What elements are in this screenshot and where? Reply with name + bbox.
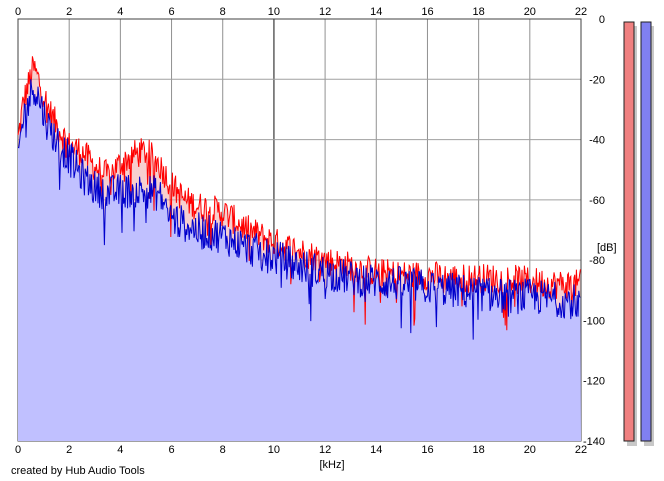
x-tick-label-top: 20 — [524, 6, 536, 18]
y-tick-label: -120 — [583, 376, 605, 388]
x-tick-label-top: 4 — [117, 6, 123, 18]
x-tick-label-bottom: 12 — [319, 444, 331, 456]
x-tick-label-top: 8 — [220, 6, 226, 18]
y-tick-label: 0 — [599, 14, 605, 26]
x-tick-label-top: 2 — [66, 6, 72, 18]
x-tick-label-bottom: 0 — [15, 444, 21, 456]
x-tick-label-top: 12 — [319, 6, 331, 18]
x-tick-label-bottom: 16 — [421, 444, 433, 456]
y-tick-label: -100 — [583, 315, 605, 327]
x-tick-label-bottom: 2 — [66, 444, 72, 456]
y-axis-label: [dB] — [597, 242, 617, 254]
y-tick-label: -60 — [589, 195, 605, 207]
y-tick-label: -80 — [589, 255, 605, 267]
x-tick-label-bottom: 22 — [575, 444, 587, 456]
x-tick-label-bottom: 20 — [524, 444, 536, 456]
x-tick-label-top: 22 — [575, 6, 587, 18]
credit-text: created by Hub Audio Tools — [11, 465, 145, 477]
y-axis: 0 -20 -40 -60 -80 -100 -120 -140 — [583, 14, 605, 448]
x-tick-label-top: 14 — [370, 6, 382, 18]
x-axis-top: 0 2 4 6 8 10 12 14 16 18 20 22 — [15, 6, 587, 18]
y-tick-label: -140 — [583, 436, 605, 448]
x-tick-label-top: 16 — [421, 6, 433, 18]
x-tick-label-bottom: 8 — [220, 444, 226, 456]
series-area-fill — [18, 79, 581, 441]
x-tick-label-bottom: 14 — [370, 444, 382, 456]
level-meter-bar — [640, 21, 652, 442]
x-tick-label-top: 18 — [473, 6, 485, 18]
x-tick-label-bottom: 4 — [117, 444, 123, 456]
x-tick-label-bottom: 6 — [168, 444, 174, 456]
y-tick-label: -40 — [589, 135, 605, 147]
x-tick-label-top: 0 — [15, 6, 21, 18]
x-tick-label-top: 10 — [268, 6, 280, 18]
x-axis-label: [kHz] — [319, 459, 344, 471]
x-tick-label-bottom: 18 — [473, 444, 485, 456]
level-meters — [623, 21, 654, 446]
x-tick-label-bottom: 10 — [268, 444, 280, 456]
level-meter-bar — [623, 21, 635, 442]
y-tick-label: -20 — [589, 74, 605, 86]
x-tick-label-top: 6 — [168, 6, 174, 18]
chart-series — [17, 56, 581, 441]
x-axis-bottom: 0 2 4 6 8 10 12 14 16 18 20 22 — [15, 444, 587, 456]
series-line-blue — [17, 79, 581, 340]
